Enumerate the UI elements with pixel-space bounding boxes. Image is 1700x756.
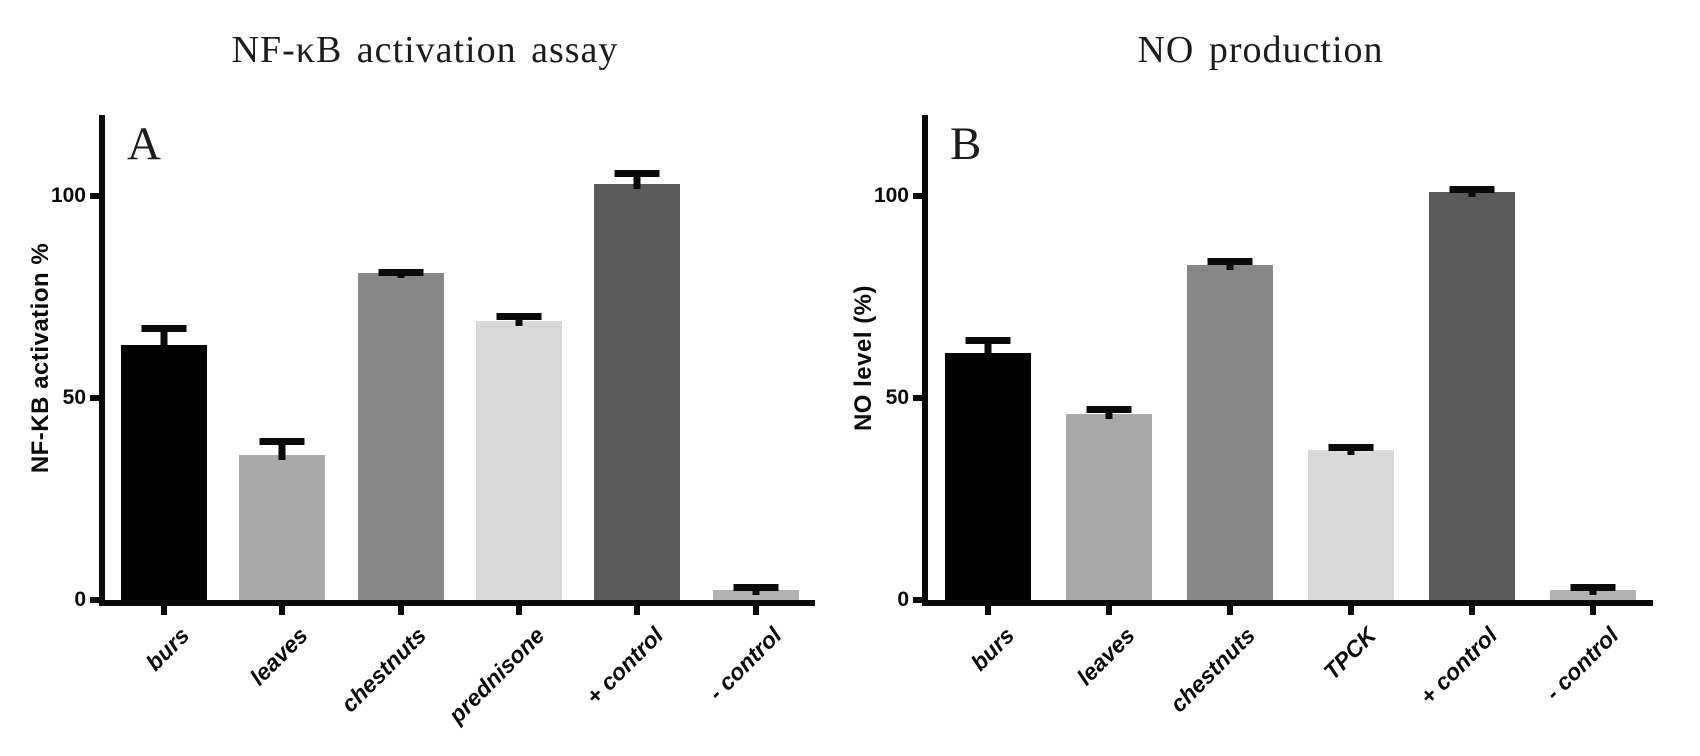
y-axis-title-a: NF-KB activation % xyxy=(27,242,54,473)
bar xyxy=(1307,450,1394,600)
error-bar-cap xyxy=(259,438,305,446)
x-tick-mark xyxy=(1106,606,1113,615)
error-bar-stem xyxy=(633,169,641,189)
bar xyxy=(945,353,1032,600)
panel-label-b: B xyxy=(950,118,982,170)
bar-group: + control xyxy=(1411,115,1532,710)
x-tick-mark xyxy=(1227,606,1234,615)
bar-group: - control xyxy=(1532,115,1653,705)
y-tick-label: 100 xyxy=(50,183,86,207)
panel-label-a: A xyxy=(127,118,161,170)
x-category-label: leaves xyxy=(244,622,313,691)
x-axis-line xyxy=(99,600,815,606)
chart-title-b: NO production xyxy=(1137,29,1384,71)
y-axis-line xyxy=(99,115,105,606)
x-tick-mark xyxy=(1468,606,1475,615)
bar-group: chestnuts xyxy=(336,115,460,717)
y-tick-mark xyxy=(90,597,99,603)
bar xyxy=(239,454,326,600)
bar xyxy=(1066,414,1153,600)
y-tick-label: 0 xyxy=(897,588,909,611)
bars-area-b: burs leaves chestnuts TPCK + control - contro… xyxy=(928,115,1653,717)
error-bar-cap xyxy=(378,268,424,276)
x-tick-mark xyxy=(279,606,286,615)
plot-area-b: B NO level (%) 0 50 100 burs leaves chestnut… xyxy=(850,115,1653,717)
bar-group: chestnuts xyxy=(1165,115,1291,717)
bar-group: - control xyxy=(697,115,815,705)
x-tick-mark xyxy=(1347,606,1354,615)
error-bar-cap xyxy=(496,313,542,321)
y-tick-mark xyxy=(90,192,99,199)
error-bar-cap xyxy=(1207,258,1253,266)
x-tick-mark xyxy=(634,606,641,615)
bar xyxy=(1187,264,1274,600)
x-tick-mark xyxy=(752,606,759,615)
y-axis-line xyxy=(922,115,928,606)
bar xyxy=(121,345,208,600)
x-tick-mark xyxy=(397,606,404,615)
bar xyxy=(476,321,563,600)
panel-b: NO production B NO level (%) 0 50 100 burs… xyxy=(850,0,1700,756)
bar-group: prednisone xyxy=(443,115,578,728)
y-tick-mark xyxy=(90,394,99,401)
x-tick-mark xyxy=(1589,606,1596,615)
bar-group: + control xyxy=(578,115,696,710)
chart-title-a: NF-κB activation assay xyxy=(231,29,619,71)
x-category-label: - control xyxy=(702,622,787,706)
y-axis-a: 0 50 100 xyxy=(51,115,815,611)
x-tick-mark xyxy=(161,606,168,615)
bar xyxy=(357,272,444,600)
y-tick-label: 0 xyxy=(74,588,86,611)
bar-group: leaves xyxy=(1049,115,1170,690)
error-bar-cap xyxy=(1449,185,1495,193)
error-bar-stem xyxy=(160,325,168,351)
bar xyxy=(712,589,799,600)
error-bar-cap xyxy=(1086,406,1132,413)
x-category-label: chestnuts xyxy=(336,622,432,718)
x-tick-mark xyxy=(985,606,992,615)
x-tick-mark xyxy=(516,606,523,615)
y-tick-label: 50 xyxy=(62,385,86,409)
error-bar-cap xyxy=(614,169,660,177)
y-axis-title-b: NO level (%) xyxy=(850,284,877,431)
panel-a: NF-κB activation assay A NF-KB activatio… xyxy=(27,29,815,728)
y-tick-mark xyxy=(913,597,922,603)
x-category-label: chestnuts xyxy=(1165,622,1261,718)
x-category-label: - control xyxy=(1539,622,1623,706)
bar xyxy=(594,183,681,600)
error-bar-stem xyxy=(984,337,992,359)
x-category-label: + control xyxy=(580,622,668,710)
bar xyxy=(1428,191,1515,600)
error-bar-stem xyxy=(278,438,286,460)
error-bar-cap xyxy=(965,337,1011,345)
bar xyxy=(1549,589,1636,600)
error-bar-cap xyxy=(141,325,187,333)
x-category-label: leaves xyxy=(1071,622,1140,691)
bar-group: leaves xyxy=(223,115,341,690)
y-axis-b: 0 50 100 xyxy=(874,115,1653,611)
x-category-label: burs xyxy=(140,622,195,676)
x-category-label: burs xyxy=(965,622,1019,676)
y-tick-label: 50 xyxy=(885,385,909,409)
bar-group: TPCK xyxy=(1290,115,1411,685)
error-bar-cap xyxy=(733,583,779,591)
plot-area-a: A NF-KB activation % 0 50 100 burs leaves ch… xyxy=(27,115,815,728)
x-axis-line xyxy=(922,600,1653,606)
y-tick-mark xyxy=(913,394,922,401)
y-tick-mark xyxy=(913,192,922,199)
x-category-label: + control xyxy=(1414,622,1503,710)
error-bar-cap xyxy=(1570,583,1616,591)
error-bar-cap xyxy=(1328,444,1374,452)
bars-area-a: burs leaves chestnuts prednisone + control - … xyxy=(105,115,815,728)
bar-group: burs xyxy=(928,115,1049,676)
bar-group: burs xyxy=(105,115,223,676)
x-category-label: prednisone xyxy=(443,622,550,729)
y-tick-label: 100 xyxy=(873,183,909,207)
x-category-label: TPCK xyxy=(1318,622,1382,685)
